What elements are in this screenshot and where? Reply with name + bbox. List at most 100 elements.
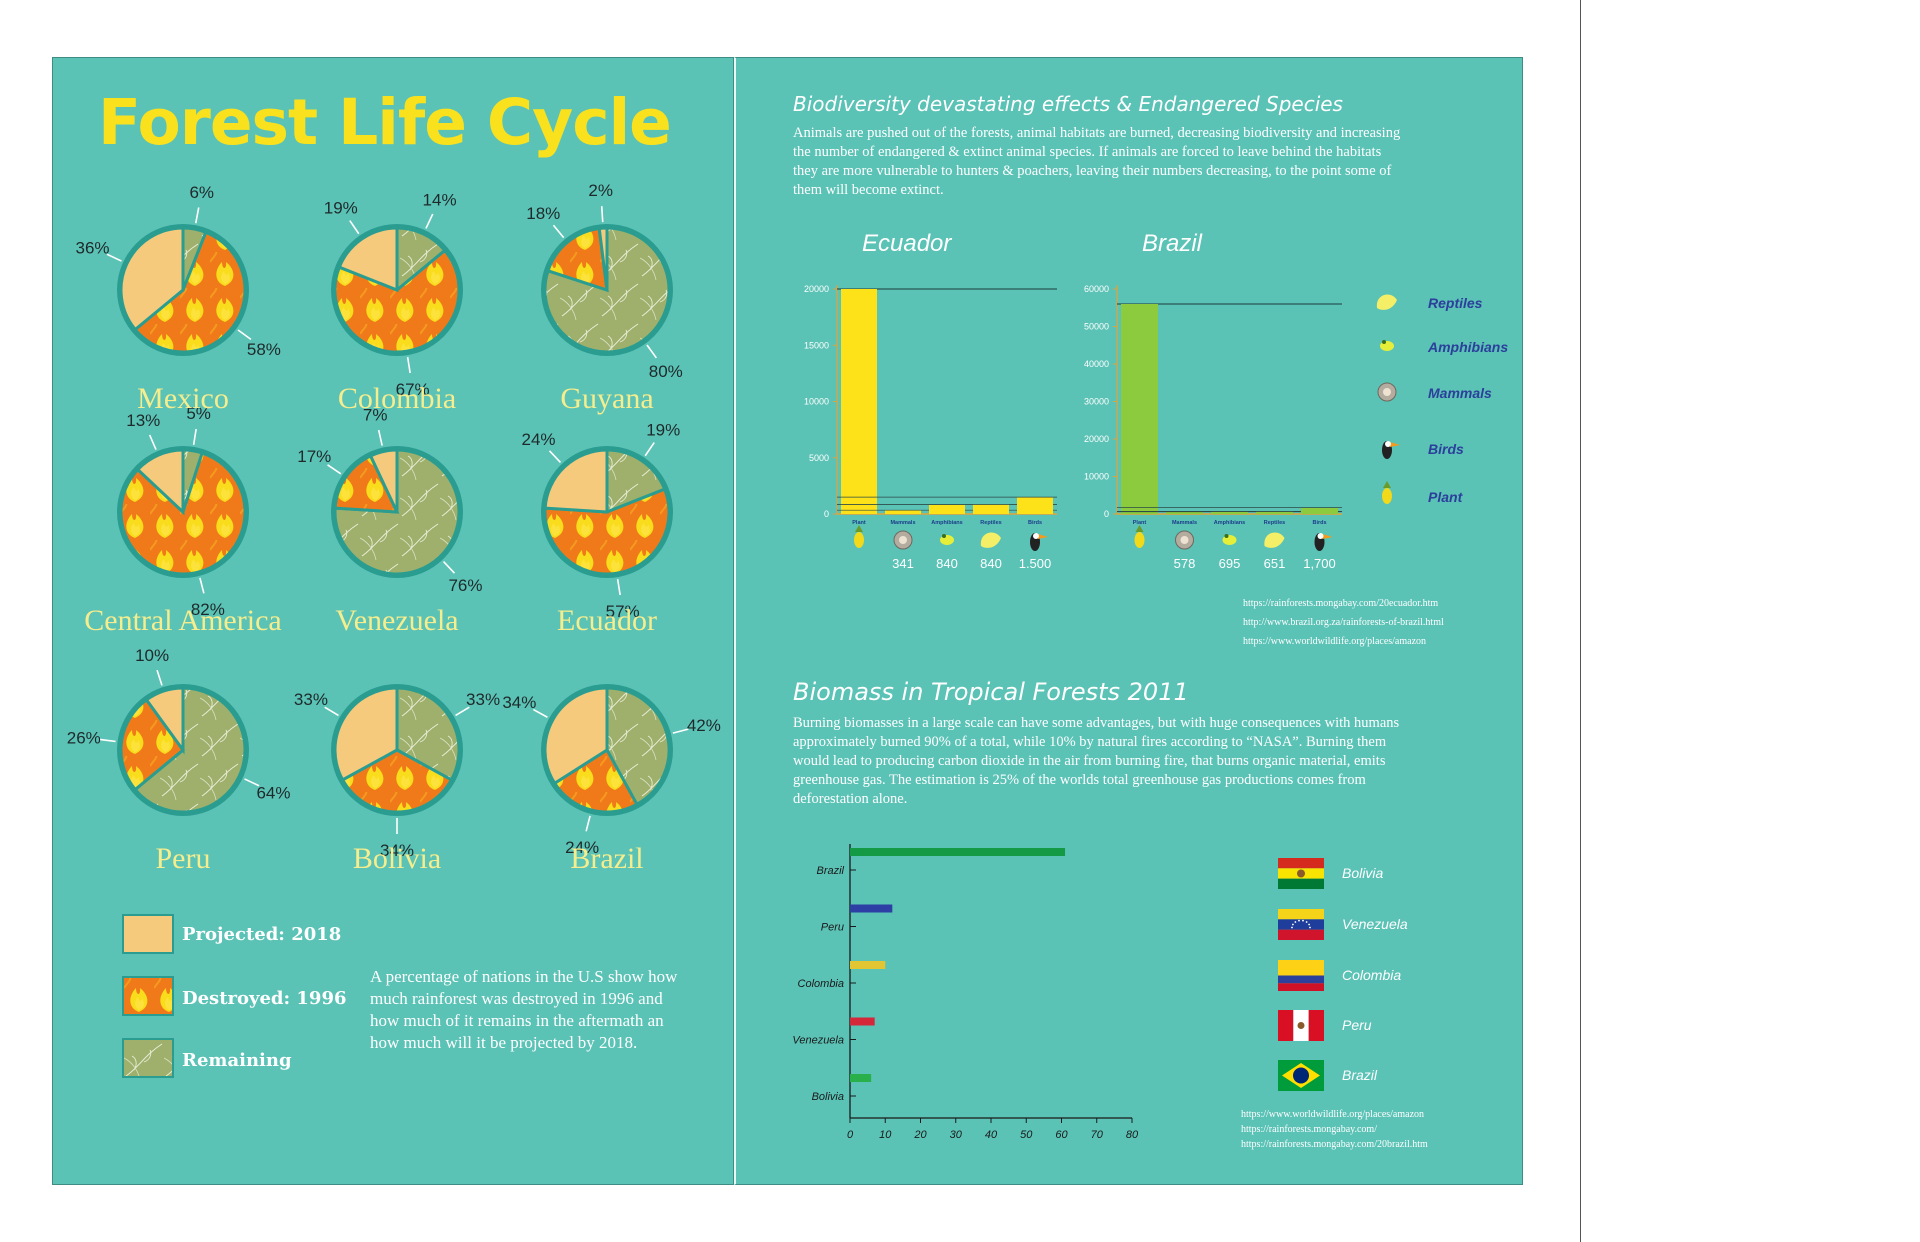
source-link[interactable]: http://www.brazil.org.za/rainforests-of-… <box>1243 617 1444 628</box>
pie-charts: 6%58%36%14%67%19%80%18%2%5%82%13%76%17%7… <box>67 181 721 860</box>
pie-leader-line <box>644 442 655 457</box>
iguana-icon <box>1264 532 1285 548</box>
pie-slice-destroyed <box>552 747 639 814</box>
pie-slice-remaining <box>605 448 667 515</box>
bar-birds <box>1017 497 1053 514</box>
pie-leader-line <box>324 706 339 717</box>
pie-leader-line <box>406 357 411 374</box>
bar-mammals <box>885 510 921 514</box>
left-note: A percentage of nations in the U.S show … <box>370 967 678 1052</box>
bar-chart-title: Ecuador <box>862 230 952 257</box>
x-tick-label: 0 <box>847 1129 854 1141</box>
pie-bolivia: 33% 34% 33% <box>294 684 500 860</box>
flag-legend-label: Colombia <box>1342 967 1401 983</box>
colombia-flag-icon <box>1278 960 1324 991</box>
pie-value-label: 64% <box>256 784 290 803</box>
hbar-peru <box>850 904 893 913</box>
pie-leader-line <box>552 224 565 239</box>
x-tick-label: 60 <box>1055 1129 1068 1141</box>
bar-amphibians <box>929 504 965 514</box>
source-link[interactable]: https://www.worldwildlife.org/places/ama… <box>1243 636 1427 647</box>
pie-peru: 64% 26% 10% <box>67 646 290 816</box>
country-label-bolivia: Bolivia <box>352 842 442 875</box>
bar-value-label: 1,700 <box>1303 556 1336 571</box>
pie-leader-line <box>548 450 562 463</box>
species-legend-label: Amphibians <box>1427 339 1508 355</box>
bar-value-label: 840 <box>936 556 958 571</box>
page-title: Forest Life Cycle <box>98 86 672 159</box>
pie-value-label: 5% <box>186 404 211 423</box>
pineapple-icon <box>854 532 864 548</box>
pie-slice-projected <box>333 686 399 782</box>
source-link[interactable]: https://www.worldwildlife.org/places/ama… <box>1241 1109 1425 1120</box>
toucan-chest <box>1385 441 1391 447</box>
iguana-icon <box>980 532 1001 548</box>
category-label: Plant <box>852 520 866 526</box>
flag-legend-item-venezuela: Venezuela <box>1278 909 1408 940</box>
pie-value-label: 80% <box>649 362 683 381</box>
bar-chart-ecuador: Ecuador 0 5000 10000 15000 20000 Plant Mammals 3… <box>804 230 1057 571</box>
hbar-colombia <box>850 961 886 969</box>
category-label: Reptiles <box>980 520 1001 526</box>
iguana-icon <box>1376 294 1397 310</box>
flag-legend-item-colombia: Colombia <box>1278 960 1401 991</box>
pie-leader-line <box>99 738 116 743</box>
flag-legend-label: Venezuela <box>1342 916 1408 932</box>
flag-legend-label: Bolivia <box>1342 865 1383 881</box>
category-label: Peru <box>821 922 844 934</box>
species-legend-label: Mammals <box>1428 385 1492 401</box>
sloth-face <box>899 536 907 544</box>
toucan-chest <box>1317 533 1324 539</box>
category-label: Colombia <box>798 978 844 990</box>
bar-value-label: 1.500 <box>1019 556 1052 571</box>
source-link[interactable]: https://rainforests.mongabay.com/20brazi… <box>1241 1139 1428 1150</box>
x-tick-label: 40 <box>985 1129 998 1141</box>
x-tick-label: 70 <box>1091 1129 1104 1141</box>
pie-value-label: 58% <box>247 340 281 359</box>
pie-value-label: 34% <box>502 693 536 712</box>
frog-eye <box>942 534 946 538</box>
pie-value-label: 33% <box>466 690 500 709</box>
pineapple-icon <box>1134 532 1145 548</box>
pie-leader-line <box>616 579 621 596</box>
source-link[interactable]: https://rainforests.mongabay.com/20ecuad… <box>1243 598 1439 609</box>
pie-value-label: 76% <box>448 576 482 595</box>
species-legend-label: Reptiles <box>1428 295 1483 311</box>
flag-legend-label: Peru <box>1342 1017 1372 1033</box>
sloth-face <box>1383 388 1391 396</box>
flag-legend-item-peru: Peru <box>1278 1010 1372 1041</box>
pie-value-label: 24% <box>565 838 599 857</box>
bar-value-label: 341 <box>892 556 914 571</box>
pie-slice-destroyed <box>333 453 400 514</box>
bar-chart-title: Brazil <box>1142 230 1203 257</box>
hbar-brazil <box>850 848 1066 856</box>
pie-colombia: 14% 67% 19% <box>324 191 463 399</box>
source-link[interactable]: https://rainforests.mongabay.com/ <box>1241 1124 1377 1135</box>
pie-value-label: 14% <box>423 191 457 210</box>
category-label: Birds <box>1312 520 1326 526</box>
y-tick-label: 0 <box>824 509 829 519</box>
pie-value-label: 34% <box>380 841 414 860</box>
hbar-bolivia <box>850 1074 872 1082</box>
pie-venezuela: 76% 17% 7% <box>297 405 482 594</box>
pie-slice-projected <box>368 448 399 513</box>
biodiversity-text: Animals are pushed out of the forests, a… <box>793 125 1401 198</box>
x-tick-label: 80 <box>1126 1129 1139 1141</box>
toucan-beak <box>1390 442 1400 447</box>
bar-reptiles <box>1256 511 1293 514</box>
y-tick-label: 10000 <box>1084 472 1109 482</box>
y-tick-label: 40000 <box>1084 359 1109 369</box>
pie-slice-projected <box>144 686 185 755</box>
toucan-beak <box>1038 534 1048 539</box>
x-tick-label: 10 <box>879 1129 892 1141</box>
biodiversity-sources: https://rainforests.mongabay.com/20ecuad… <box>1243 594 1444 651</box>
bolivia-flag-icon <box>1278 858 1324 889</box>
biomass-bar-chart: 0 10 20 30 40 50 60 70 80 Brazil Peru Colombia Venez… <box>792 844 1408 1141</box>
pie-value-label: 7% <box>363 405 388 424</box>
pie-leader-line <box>244 778 260 787</box>
bar-chart-brazil: Brazil 0 10000 20000 30000 40000 50000 60000 Pla… <box>1084 230 1342 571</box>
pie-value-label: 26% <box>67 728 101 747</box>
category-label: Amphibians <box>931 520 962 526</box>
x-tick-label: 20 <box>913 1129 927 1141</box>
biomass-title: Biomass in Tropical Forests 2011 <box>793 678 1189 706</box>
